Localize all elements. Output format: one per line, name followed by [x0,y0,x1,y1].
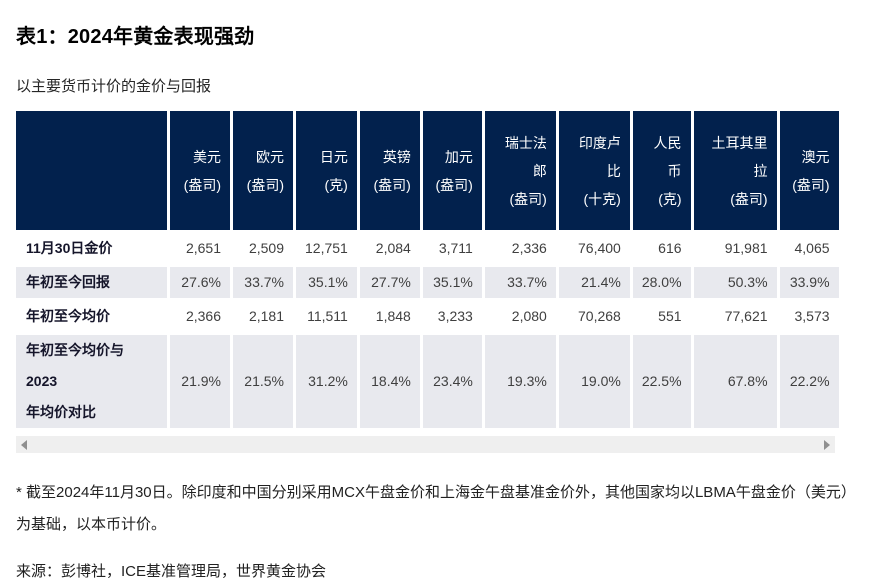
row-label: 11月30日金价 [26,240,113,256]
column-header: 印度卢比 (十克) [558,111,630,230]
value-cell: 19.3% [484,335,556,428]
column-header: 人民币 (克) [632,111,691,230]
value-cell: 77,621 [724,308,768,324]
row-label: 年初至今均价与 2023 年均价对比 [16,335,167,428]
table-row: 年初至今均价与 2023 年均价对比 21.9% 21.5% 31.2% 18.4% 23… [16,335,839,428]
scroll-left-icon[interactable] [21,439,27,450]
value-cell: 2,366 [185,308,221,324]
value-cell: 3,573 [794,308,830,324]
value-cell: 28.0% [632,267,691,298]
value-cell: 70,268 [578,308,621,324]
value-cell: 23.4% [422,335,482,428]
value-cell: 18.4% [359,335,420,428]
value-cell: 2,651 [185,240,221,256]
value-cell: 19.0% [558,335,630,428]
column-header: 瑞士法郎 (盎司) [484,111,556,230]
source-line: 来源：彭博社，ICE基准管理局，世界黄金协会 [16,563,327,580]
value-cell: 3,711 [438,240,473,256]
table-row: 年初至今均价 2,366 2,181 11,511 1,848 3,233 2,080 70,… [16,301,839,332]
column-header: 澳元 (盎司) [779,111,839,230]
gold-price-table: 美元 (盎司) 欧元 (盎司) 日元 (克) 英镑 (盎司) 加元 (盎司) 瑞士法郎 (… [13,108,842,431]
value-cell: 35.1% [422,267,482,298]
value-cell: 1,848 [375,308,411,324]
table-row: 年初至今回报 27.6% 33.7% 35.1% 27.7% 35.1% 33.7% 21.4… [16,267,839,298]
value-cell: 35.1% [296,267,357,298]
corner-cell [16,111,167,230]
value-cell: 33.7% [233,267,293,298]
horizontal-scrollbar[interactable] [16,436,835,453]
value-cell: 21.4% [558,267,630,298]
value-cell: 11,511 [307,308,348,324]
value-cell: 22.2% [779,335,839,428]
table-subtitle: 以主要货币计价的金价与回报 [16,78,212,95]
value-cell: 33.9% [779,267,839,298]
value-cell: 551 [658,308,682,324]
header-row: 美元 (盎司) 欧元 (盎司) 日元 (克) 英镑 (盎司) 加元 (盎司) 瑞士法郎 (… [16,111,839,230]
value-cell: 76,400 [578,240,621,256]
column-header: 美元 (盎司) [170,111,230,230]
value-cell: 2,181 [248,308,284,324]
row-label: 年初至今均价 [26,308,110,324]
value-cell: 4,065 [794,240,830,256]
value-cell: 12,751 [305,240,348,256]
value-cell: 50.3% [693,267,777,298]
scroll-right-icon[interactable] [824,439,830,450]
column-header: 欧元 (盎司) [233,111,293,230]
table-row: 11月30日金价 2,651 2,509 12,751 2,084 3,711 2,336 7… [16,233,839,264]
value-cell: 27.6% [170,267,230,298]
column-header: 日元 (克) [296,111,357,230]
column-header: 加元 (盎司) [422,111,482,230]
value-cell: 21.5% [233,335,293,428]
value-cell: 31.2% [296,335,357,428]
value-cell: 21.9% [170,335,230,428]
value-cell: 2,084 [375,240,411,256]
page-title: 表1：2024年黄金表现强劲 [16,26,255,48]
value-cell: 2,509 [248,240,284,256]
value-cell: 616 [658,240,682,256]
value-cell: 33.7% [484,267,556,298]
value-cell: 27.7% [359,267,420,298]
column-header: 土耳其里拉 (盎司) [693,111,777,230]
value-cell: 91,981 [724,240,768,256]
column-header: 英镑 (盎司) [359,111,420,230]
value-cell: 2,336 [511,240,547,256]
row-label: 年初至今回报 [16,267,167,298]
value-cell: 67.8% [693,335,777,428]
value-cell: 22.5% [632,335,691,428]
value-cell: 3,233 [437,308,473,324]
value-cell: 2,080 [511,308,547,324]
gold-price-table-wrap: 美元 (盎司) 欧元 (盎司) 日元 (克) 英镑 (盎司) 加元 (盎司) 瑞士法郎 (… [16,108,854,453]
footnote: * 截至2024年11月30日。除印度和中国分别采用MCX午盘金价和上海金午盘基… [16,484,849,533]
